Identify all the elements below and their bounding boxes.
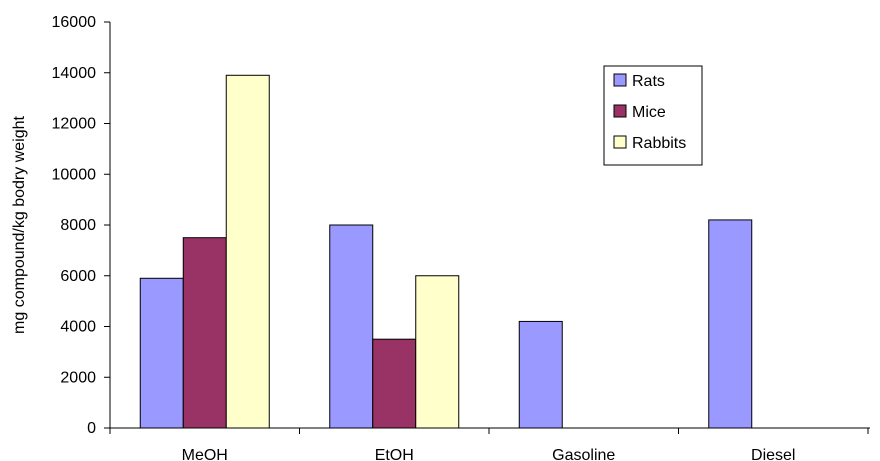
legend-label-rabbits: Rabbits <box>632 135 686 152</box>
bar-rats-etoh <box>329 224 374 429</box>
y-tick-label: 2000 <box>60 369 96 386</box>
legend: Rats Mice Rabbits <box>603 65 703 166</box>
y-tick-label: 12000 <box>52 116 97 133</box>
bar-rats-diesel <box>708 219 753 429</box>
legend-swatch-rabbits <box>613 135 627 149</box>
x-tick-label: MeOH <box>182 447 228 461</box>
bar-rats-gasoline <box>518 320 563 429</box>
bars-layer <box>139 74 753 429</box>
x-ticks: MeOH EtOH Gasoline Diesel <box>109 428 869 461</box>
y-tick-label: 8000 <box>60 217 96 234</box>
legend-label-rats: Rats <box>632 73 665 90</box>
y-ticks: 0 2000 4000 6000 8000 10000 12000 14000 16000 <box>52 14 110 437</box>
bar-rats-meoh <box>139 277 184 429</box>
y-tick-label: 6000 <box>60 268 96 285</box>
bar-rabbits-etoh <box>415 275 460 429</box>
y-tick-label: 0 <box>87 420 96 437</box>
legend-label-mice: Mice <box>632 104 666 121</box>
bar-rabbits-meoh <box>225 74 270 429</box>
x-tick-label: EtOH <box>375 447 414 461</box>
y-axis-title: mg compound/kg bodry weight <box>11 116 28 334</box>
y-tick-label: 16000 <box>52 14 97 31</box>
y-tick-label: 14000 <box>52 65 97 82</box>
y-tick-label: 4000 <box>60 319 96 336</box>
bar-mice-meoh <box>182 237 227 429</box>
legend-swatch-rats <box>613 73 627 87</box>
x-tick-label: Diesel <box>751 447 795 461</box>
bar-mice-etoh <box>372 338 417 429</box>
x-tick-label: Gasoline <box>552 447 615 461</box>
legend-swatch-mice <box>613 104 627 118</box>
y-tick-label: 10000 <box>52 166 97 183</box>
